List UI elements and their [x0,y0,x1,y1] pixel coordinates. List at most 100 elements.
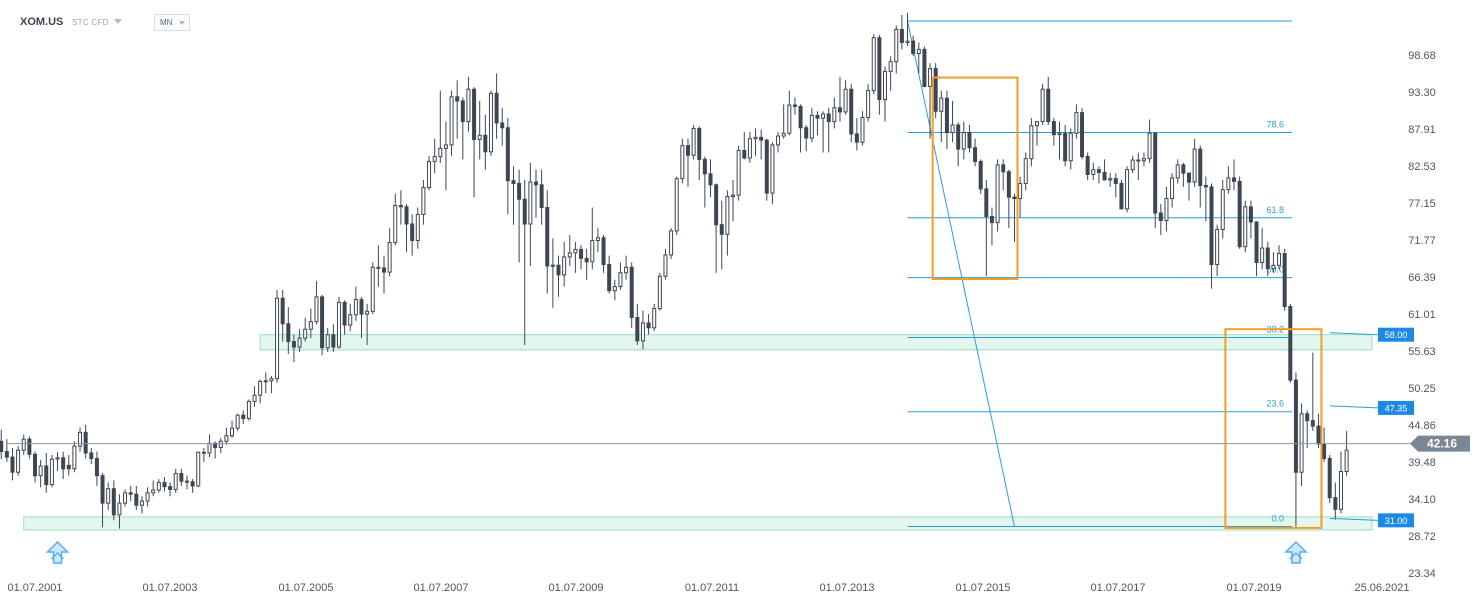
candle [911,35,916,57]
candle-body [1057,132,1062,136]
candle-body [1338,471,1343,510]
candle [145,487,150,507]
candle [38,459,43,488]
candle-body [218,440,223,448]
candle [685,138,690,187]
candle-body [365,310,370,315]
candle-body [207,442,212,454]
candle-body [950,124,955,134]
candle [1181,162,1186,187]
y-tick-label: 34.10 [1408,494,1436,506]
price-level-tag[interactable] [1378,513,1414,528]
interval-select[interactable]: MN [154,14,190,31]
fib-level-label: 50.0 [1266,265,1284,275]
candle-body [1080,112,1085,158]
candle [832,97,837,129]
candle [1108,173,1113,187]
price-level-tag[interactable] [1378,400,1414,415]
candle-body [1265,247,1270,270]
candle [1051,118,1056,146]
candle-body [1136,159,1141,162]
price-level-line [1329,332,1379,336]
candle-body [815,114,820,119]
candle-body [33,453,37,477]
current-price-label: 42.16 [1427,437,1457,451]
candle [1141,152,1146,167]
candle [995,159,1000,232]
candle [736,145,741,201]
highlight-box [931,76,1019,281]
candle [680,138,685,184]
candle [618,262,623,291]
candle-body [100,475,105,504]
candle-body [376,266,381,269]
support-zone [23,516,1373,531]
candle-body [928,68,933,87]
y-tick-label: 23.34 [1408,568,1436,580]
candle-body [911,40,916,54]
candle-body [168,486,173,490]
candle [1260,228,1265,270]
candle [1158,204,1163,236]
candle [905,12,910,46]
candle [1254,221,1259,277]
candle [753,128,758,156]
arrow-chevron-icon [50,551,65,560]
candle-body [1108,178,1113,181]
arrows [45,540,1308,564]
candle [567,235,572,266]
candle [353,286,358,321]
candle [1170,173,1175,208]
candle-body [1164,198,1169,222]
candle [1085,152,1090,180]
candle-body [1305,413,1310,422]
candle [759,129,764,160]
candle-body [1203,184,1208,188]
axes: 98.68 93.30 87.91 82.53 77.15 71.77 66.39 61.01… [7,50,1435,594]
candle [1215,224,1220,277]
price-levels: 58.00 47.35 31.00 42.16 [6,327,1470,528]
candle [595,228,600,253]
candle-body [984,188,989,217]
candle-body [725,195,730,235]
candle-body [866,90,871,118]
candle-body [1158,212,1163,222]
candle [821,111,826,153]
candle [184,475,189,490]
candle [151,480,156,497]
instrument-type-chevron-down-icon[interactable] [114,19,122,24]
candle [640,310,645,350]
candle [275,290,280,383]
candle-body [1316,425,1321,445]
candle [815,111,820,136]
candle [252,386,257,407]
candle [978,159,983,194]
candle [404,204,409,253]
candle-body [500,122,505,129]
candle [939,90,944,143]
candle [1186,172,1191,201]
candle [691,124,696,160]
candle [336,296,341,349]
candle [10,448,15,481]
price-level-tag[interactable] [1378,327,1414,342]
candle [370,262,375,315]
candle-body [826,113,831,123]
candle-body [1102,171,1107,181]
candle-body [336,301,341,348]
candle [624,255,629,280]
candle [156,479,161,493]
price-level-line [1329,405,1379,409]
x-tick-label: 01.07.2015 [955,582,1010,594]
candle [83,424,88,459]
y-tick-label: 55.63 [1408,346,1436,358]
y-tick-label: 87.91 [1408,124,1436,136]
candle [1209,183,1214,289]
candle-body [629,266,634,319]
candle-body [1260,247,1265,264]
candle [33,451,37,483]
candle-body [1096,169,1101,173]
candle-body [162,482,167,488]
candle [72,441,77,473]
